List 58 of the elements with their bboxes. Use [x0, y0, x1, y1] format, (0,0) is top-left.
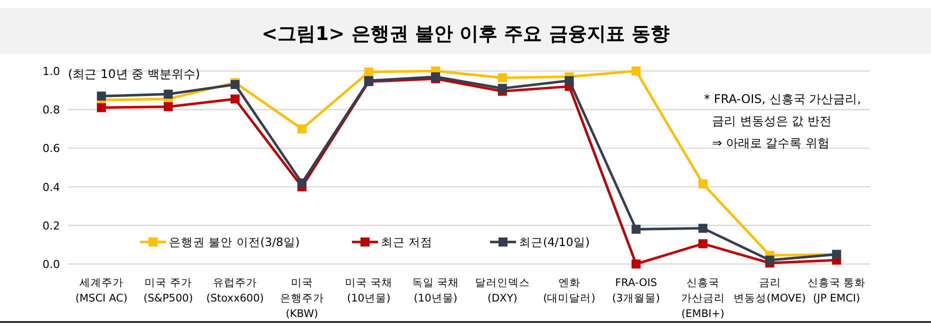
title: <그림1> 은행권 불안 이후 주요 금융지표 동향 — [262, 23, 670, 45]
point — [498, 84, 507, 93]
xtick: 독일 국채 — [412, 277, 460, 289]
xtick: 미국 주가 — [144, 277, 192, 289]
point — [698, 224, 708, 233]
ytick: 0.8 — [42, 104, 60, 117]
xtick: (DXY) — [487, 292, 518, 304]
point — [297, 178, 306, 188]
xtick: 신흥국 — [686, 277, 720, 289]
point — [698, 179, 708, 188]
xtick: 은행주가 — [280, 292, 324, 304]
xtick: (10년물) — [346, 292, 391, 304]
point — [364, 67, 374, 76]
legend: 최근(4/10일) — [519, 235, 590, 249]
legend: 은행권 불안 이전(3/8일) — [169, 235, 300, 249]
point — [230, 94, 240, 104]
xtick: 금리 — [758, 277, 781, 289]
ytick: 0.0 — [42, 258, 60, 271]
xtick: (대미달러) — [543, 292, 596, 304]
xtick: (3개월물) — [612, 292, 660, 304]
legend: 최근 저점 — [381, 235, 433, 249]
xtick: 달러인덱스 — [474, 277, 530, 289]
xtick: 세계주가 — [79, 277, 124, 289]
point — [564, 76, 574, 86]
xtick: 가산금리 — [680, 292, 725, 304]
ytick: 1.0 — [42, 65, 60, 78]
point — [96, 103, 106, 112]
xtick: 미국 — [290, 277, 313, 289]
point — [96, 92, 106, 101]
annotation: ⇒ 아래로 갈수록 위험 — [712, 136, 830, 150]
xtick: (S&P500) — [144, 292, 193, 304]
ytick: 0.6 — [42, 142, 60, 156]
xtick: (JP EMCI) — [813, 292, 860, 304]
xtick: (MSCI AC) — [75, 292, 128, 304]
point — [164, 102, 173, 112]
xtick: (EMBI+) — [681, 308, 724, 320]
point — [632, 224, 641, 234]
annotation: * FRA-OIS, 신흥국 가산금리, — [704, 92, 862, 106]
xtick: 유럽주가 — [213, 277, 258, 289]
annotation: 금리 변동성은 값 반전 — [712, 114, 832, 128]
point — [498, 73, 507, 82]
xtick: 신흥국 통화 — [807, 277, 866, 289]
ytick: 0.4 — [42, 180, 60, 194]
point — [632, 66, 641, 76]
point — [297, 124, 306, 134]
ylabel: (최근 10년 중 백분위수) — [68, 67, 200, 81]
ytick: 0.2 — [42, 219, 60, 232]
xtick: 미국 국채 — [345, 277, 392, 289]
point — [164, 90, 173, 99]
xtick: 변동성(MOVE) — [734, 292, 806, 304]
xtick: (Stoxx600) — [206, 292, 264, 304]
point — [765, 256, 774, 265]
point — [632, 260, 641, 268]
point — [698, 239, 708, 248]
xtick: FRA-OIS — [615, 277, 658, 289]
xtick: (10년물) — [414, 292, 458, 304]
xtick: 엔화 — [558, 277, 580, 289]
xtick: (KBW) — [286, 308, 318, 320]
